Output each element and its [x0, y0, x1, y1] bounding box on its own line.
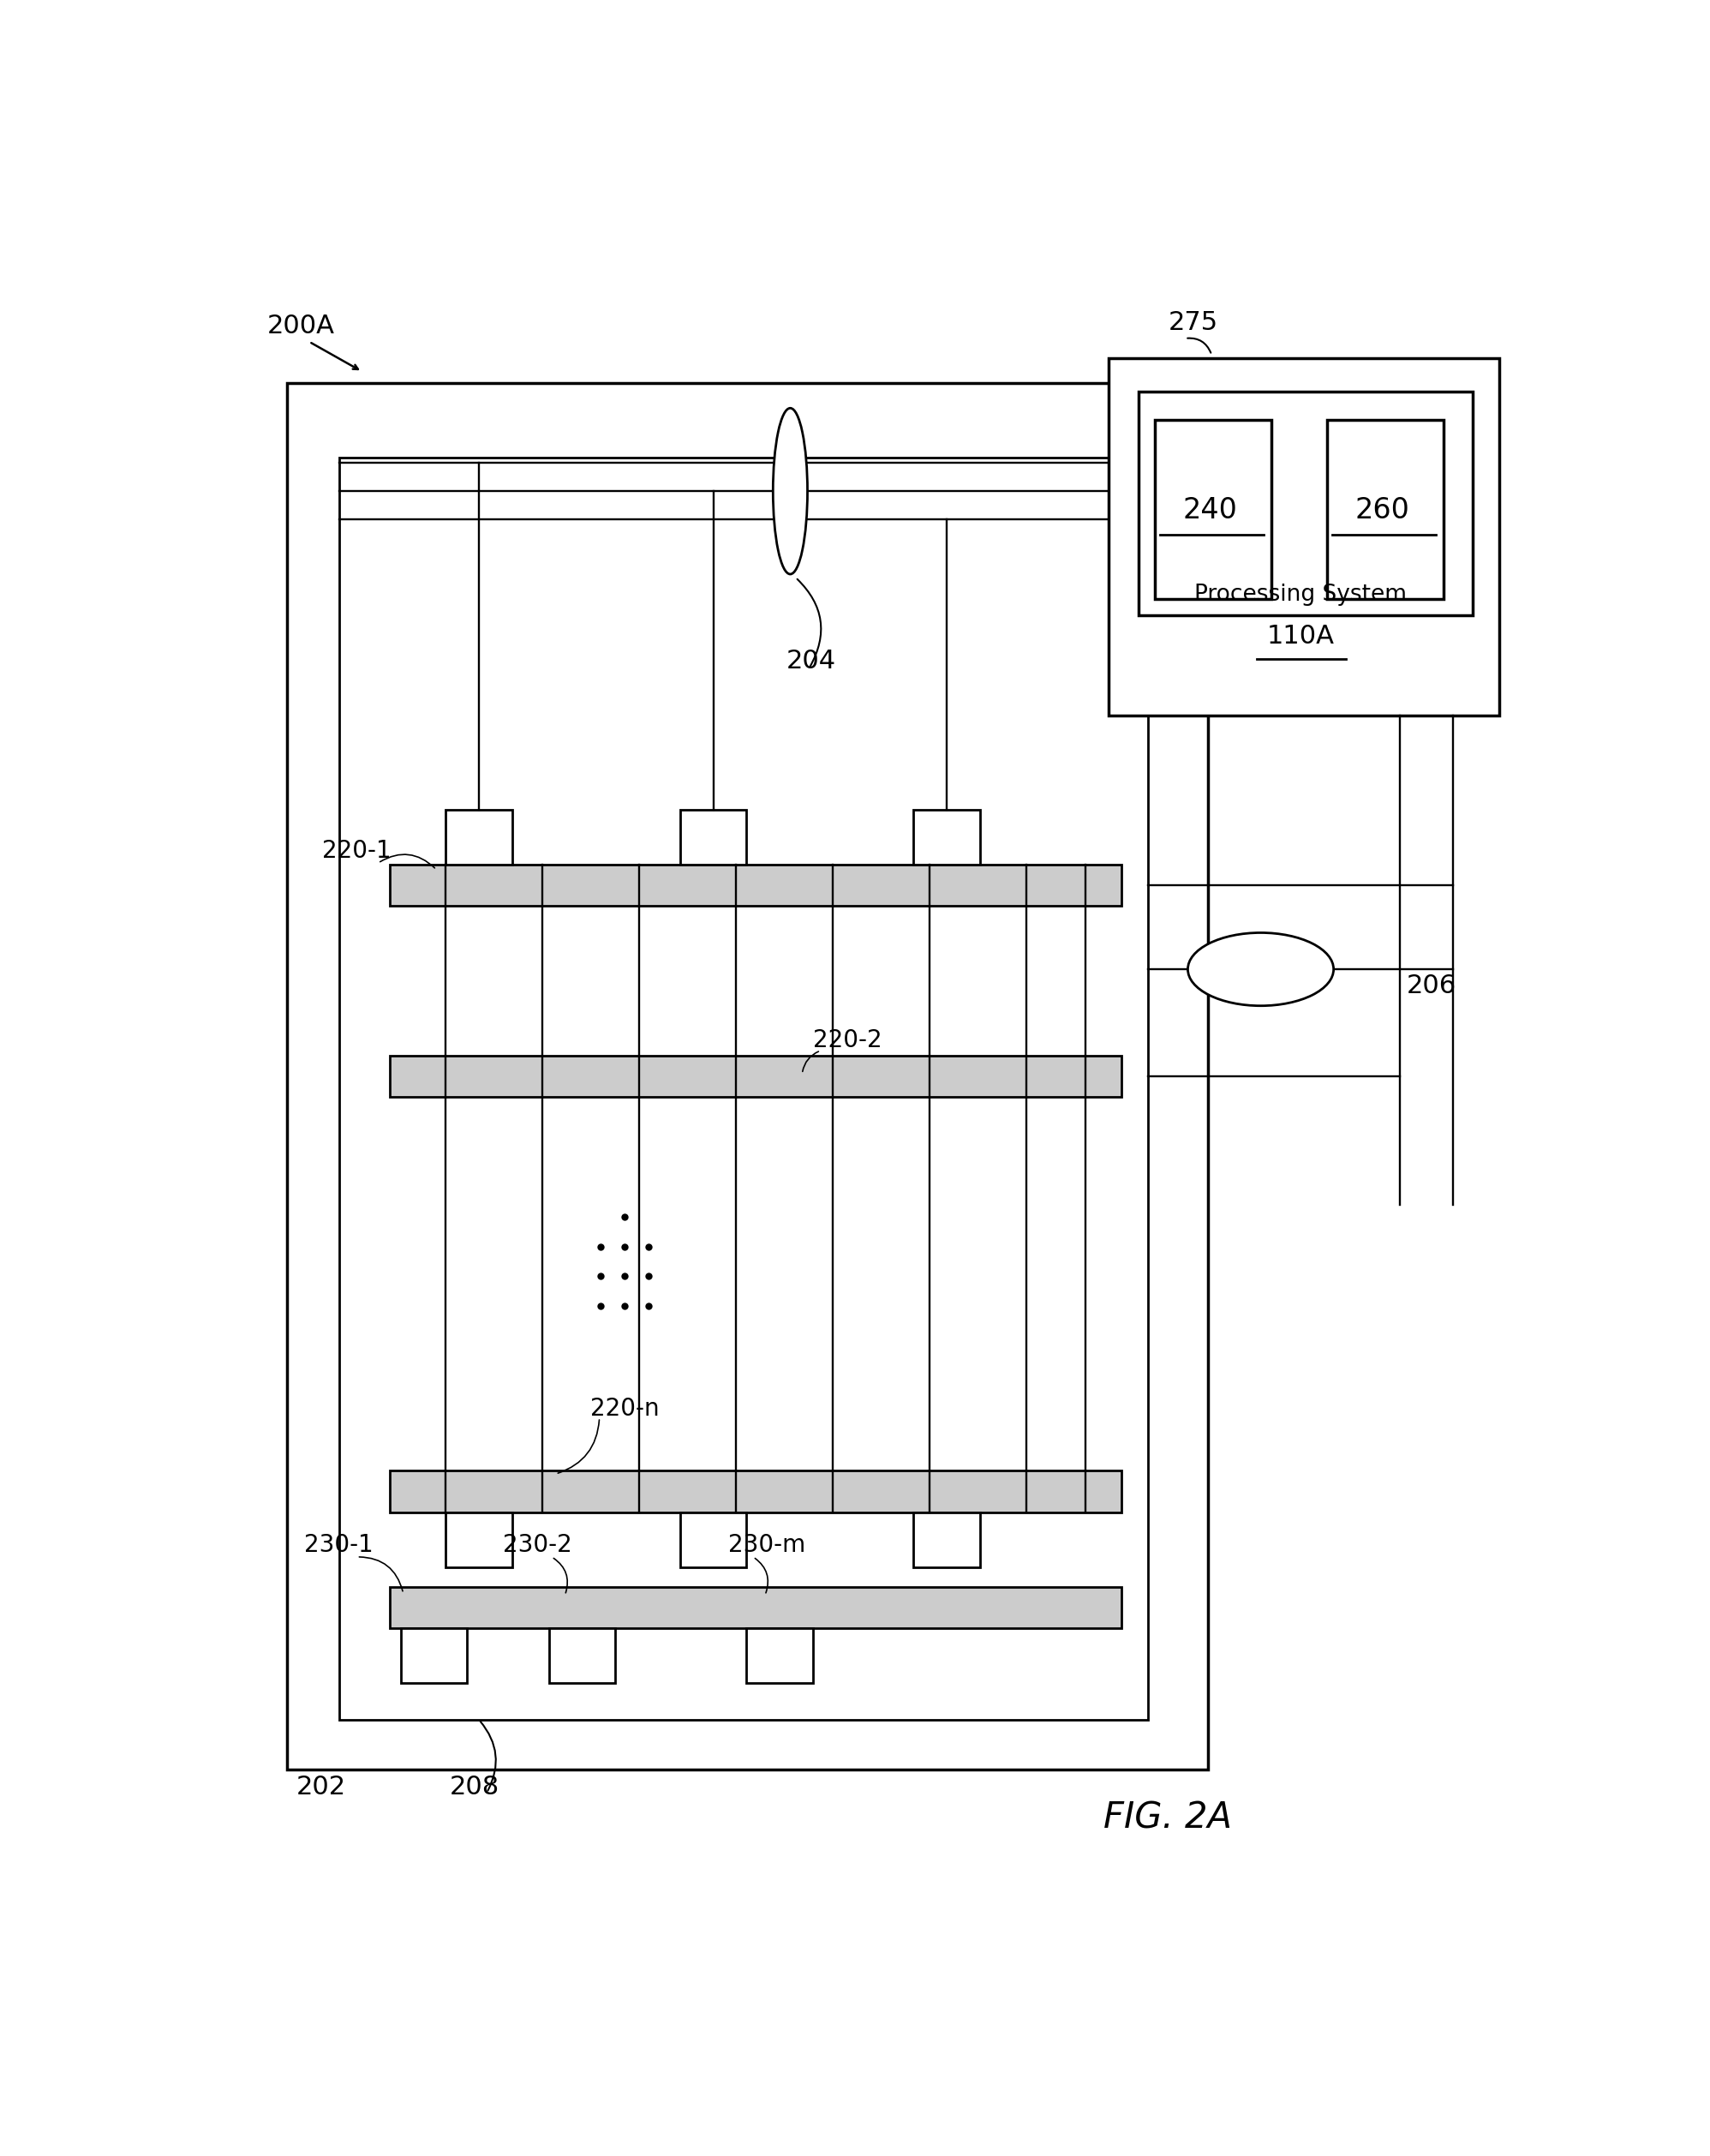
Bar — [390, 1470, 1122, 1511]
Bar — [1108, 358, 1500, 716]
Bar — [340, 457, 1147, 1720]
Text: 204: 204 — [787, 649, 836, 673]
Text: 220-2: 220-2 — [812, 1028, 882, 1052]
Bar — [390, 865, 1122, 906]
Bar — [390, 1587, 1122, 1628]
Text: FIG. 2A: FIG. 2A — [1103, 1800, 1233, 1837]
Bar — [681, 811, 747, 865]
Text: 208: 208 — [450, 1774, 499, 1800]
Bar — [681, 1511, 747, 1567]
Bar — [913, 1511, 980, 1567]
Text: 230-m: 230-m — [728, 1533, 805, 1557]
Bar — [913, 811, 980, 865]
Text: 260: 260 — [1356, 496, 1411, 524]
Bar — [446, 811, 511, 865]
Text: 240: 240 — [1183, 496, 1238, 524]
Bar — [549, 1628, 616, 1684]
Bar — [1327, 420, 1443, 599]
Ellipse shape — [773, 407, 807, 573]
Bar — [400, 1628, 467, 1684]
Text: 202: 202 — [296, 1774, 345, 1800]
Text: 230-1: 230-1 — [304, 1533, 373, 1557]
Text: Processing System: Processing System — [1194, 584, 1407, 606]
Text: 275: 275 — [1168, 310, 1218, 334]
Text: 220-1: 220-1 — [323, 839, 392, 862]
Bar — [1154, 420, 1271, 599]
Text: 230-2: 230-2 — [503, 1533, 571, 1557]
Bar — [287, 384, 1207, 1770]
Bar — [446, 1511, 511, 1567]
Bar — [1139, 392, 1472, 617]
Text: 220-n: 220-n — [590, 1397, 658, 1421]
Text: 110A: 110A — [1267, 623, 1334, 649]
Bar — [390, 1056, 1122, 1097]
Text: 200A: 200A — [267, 313, 335, 338]
Text: 206: 206 — [1406, 972, 1457, 998]
Bar — [747, 1628, 812, 1684]
Ellipse shape — [1188, 934, 1334, 1005]
